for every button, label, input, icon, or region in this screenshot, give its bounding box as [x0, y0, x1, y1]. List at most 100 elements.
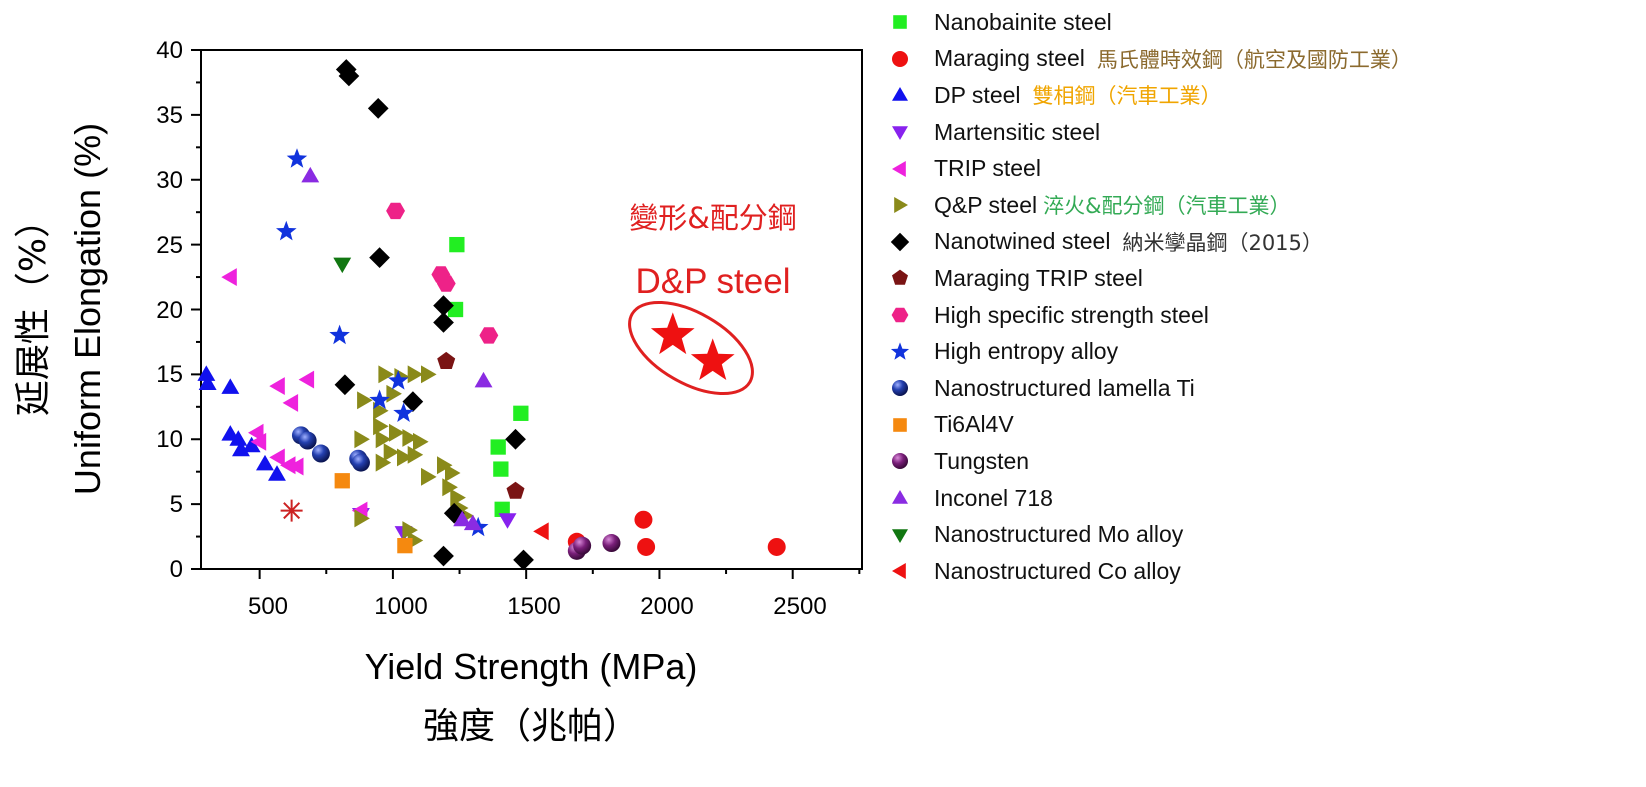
plot-frame [200, 49, 863, 570]
series-trip-steel [221, 268, 368, 520]
legend-item-high-entropy-alloy: High entropy alloy [880, 333, 1640, 370]
dp-steel-point [650, 312, 695, 355]
data-point [421, 365, 437, 384]
data-point [378, 365, 394, 384]
data-point [229, 430, 248, 446]
data-point [298, 370, 315, 389]
data-point [357, 391, 373, 410]
data-point [402, 429, 418, 447]
legend-label: Tungsten [934, 447, 1030, 474]
legend-label: Maraging steel [934, 45, 1085, 72]
data-point [338, 65, 360, 87]
data-point [393, 402, 414, 422]
x-tick-label: 2000 [640, 593, 693, 620]
data-point [269, 377, 285, 395]
y-tick-labels: 0 5 10 15 20 25 30 35 40 [156, 37, 183, 583]
legend-marker-triangle-down-icon [892, 126, 908, 141]
legend-marker-shape [893, 15, 907, 30]
legend-item-dp-steel: DP steel 雙相鋼（汽車工業） [880, 77, 1640, 114]
data-point [329, 324, 350, 345]
legend-marker-shape [892, 87, 908, 102]
legend-marker-triangle-down-icon [892, 528, 908, 543]
legend-label: High specific strength steel [934, 301, 1209, 328]
data-point [505, 428, 526, 450]
legend-item-trip-steel: TRIP steel [880, 150, 1640, 187]
series-martensitic-steel [352, 508, 517, 542]
data-point [311, 444, 330, 463]
legend-marker-shape [894, 197, 908, 214]
legend-marker-sphere-icon [892, 453, 908, 470]
data-point [375, 430, 392, 449]
y-axis-title: Uniform Elongation (%) [67, 123, 108, 495]
legend-marker-hexagon-icon [891, 307, 909, 323]
data-point [369, 389, 390, 410]
legend-label: Martensitic steel [934, 118, 1101, 145]
series-maraging-trip-steel [437, 351, 525, 499]
y-tick-label: 40 [156, 37, 183, 64]
legend-item-maraging-steel: Maraging steel 馬氏體時效鋼（航空及國防工業） [880, 41, 1640, 78]
data-point [602, 534, 621, 553]
legend-label: Nanostructured Co alloy [934, 557, 1181, 584]
legend-item-high-specific-strength-steel: High specific strength steel [880, 297, 1640, 334]
x-axis-title-zh: 強度（兆帕） [423, 706, 639, 747]
legend-marker-shape [893, 418, 907, 432]
legend-marker-triangle-up-icon [892, 87, 908, 102]
y-tick-label: 0 [170, 556, 183, 583]
data-point [276, 220, 297, 241]
data-point [334, 473, 350, 489]
legend-marker-square-icon [893, 15, 907, 30]
data-point [373, 417, 389, 436]
x-axis-title: Yield Strength (MPa) [365, 646, 698, 687]
data-point [334, 374, 356, 396]
legend-marker-pentagon-icon [892, 270, 908, 286]
data-point [242, 436, 261, 453]
legend-marker-shape [892, 50, 908, 67]
legend-label: Nanobainite steel [934, 8, 1112, 35]
data-point [367, 98, 389, 119]
legend-marker-triangle-left-icon [892, 563, 906, 580]
x-tick-label: 2500 [773, 593, 826, 620]
data-point [437, 456, 453, 475]
data-point [463, 514, 482, 531]
data-point [375, 453, 392, 472]
legend-marker-shape [892, 380, 908, 397]
legend-marker-diamond-icon [890, 232, 910, 252]
data-point [513, 549, 534, 571]
legend-item-qp-steel: Q&P steel 淬火&配分鋼（汽車工業） [880, 187, 1640, 224]
data-point [442, 478, 458, 497]
legend-item-martensitic-steel: Martensitic steel [880, 114, 1640, 151]
data-point [388, 370, 409, 390]
legend-label: Ti6Al4V [934, 411, 1014, 438]
y-tick-label: 25 [156, 232, 183, 259]
data-point [389, 423, 405, 442]
legend-note: 馬氏體時效鋼（航空及國防工業） [1096, 47, 1412, 72]
data-point [436, 275, 456, 292]
legend-label: Inconel 718 [934, 484, 1053, 511]
data-point [443, 502, 465, 524]
data-point [407, 365, 424, 384]
data-point [197, 365, 216, 381]
data-point [494, 501, 510, 517]
data-point [413, 432, 429, 451]
legend-label: Maraging TRIP steel [934, 264, 1143, 291]
series-nanostructured-co-alloy [533, 522, 549, 541]
series-big-star [650, 312, 735, 380]
y-tick-label: 10 [156, 426, 183, 453]
legend-label: DP steel [934, 81, 1021, 108]
x-tick-labels: 500 1000 1500 2000 2500 [248, 593, 827, 620]
data-point [513, 405, 529, 421]
legend-label: Nanostructured lamella Ti [934, 374, 1195, 401]
legend-marker-shape [892, 160, 906, 177]
legend-marker-shape [892, 528, 908, 543]
data-marks [197, 59, 786, 571]
data-point [402, 391, 424, 412]
data-point [221, 268, 237, 286]
data-point [250, 432, 267, 451]
data-point [449, 236, 465, 253]
data-point [288, 457, 304, 476]
y-tick-label: 20 [156, 297, 183, 324]
y-tick-label: 5 [170, 491, 183, 518]
legend-marker-shape [892, 126, 908, 141]
dp-steel-highlight-ellipse [628, 300, 754, 396]
